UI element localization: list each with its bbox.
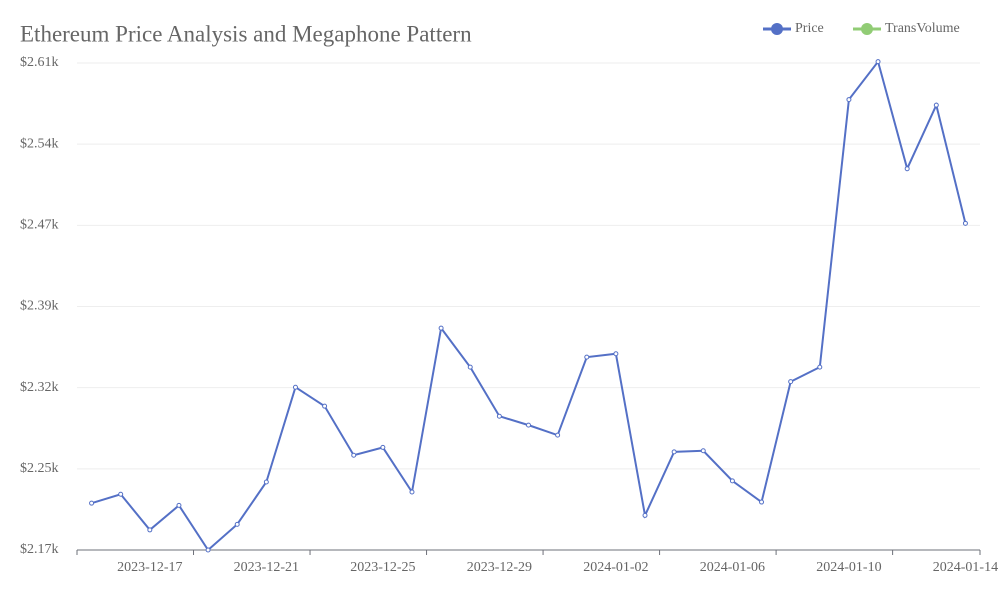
y-tick-label: $2.47k bbox=[20, 218, 59, 233]
price-line bbox=[91, 59, 967, 552]
legend-label: Price bbox=[795, 21, 824, 36]
data-point bbox=[671, 449, 677, 455]
data-point bbox=[788, 379, 794, 385]
data-point bbox=[263, 479, 269, 485]
data-point bbox=[759, 499, 765, 505]
legend-marker bbox=[861, 23, 873, 35]
data-point bbox=[584, 354, 590, 360]
data-point bbox=[962, 220, 968, 226]
data-point bbox=[700, 448, 706, 454]
data-point bbox=[234, 521, 240, 527]
x-tick-label: 2023-12-29 bbox=[467, 560, 532, 575]
legend-marker bbox=[771, 23, 783, 35]
legend-label: TransVolume bbox=[885, 21, 960, 36]
data-point bbox=[322, 403, 328, 409]
data-point bbox=[526, 422, 531, 428]
data-point bbox=[89, 500, 95, 506]
data-point bbox=[351, 452, 357, 458]
x-tick-label: 2024-01-10 bbox=[816, 560, 881, 575]
data-point bbox=[147, 527, 153, 533]
y-tick-label: $2.54k bbox=[20, 136, 59, 151]
x-tick-label: 2024-01-14 bbox=[933, 560, 998, 575]
data-point bbox=[555, 432, 561, 438]
data-point bbox=[205, 547, 211, 553]
chart-title: Ethereum Price Analysis and Megaphone Pa… bbox=[20, 21, 472, 46]
data-point bbox=[729, 478, 735, 484]
x-tick-label: 2023-12-21 bbox=[234, 560, 299, 575]
data-point bbox=[409, 489, 415, 495]
data-point bbox=[904, 166, 910, 172]
data-point bbox=[496, 413, 502, 419]
y-tick-label: $2.32k bbox=[20, 380, 59, 395]
data-point bbox=[467, 364, 473, 370]
y-tick-label: $2.61k bbox=[20, 55, 59, 70]
x-tick-label: 2024-01-02 bbox=[583, 560, 648, 575]
data-point bbox=[933, 102, 939, 108]
data-point bbox=[176, 502, 182, 508]
data-point bbox=[118, 491, 124, 497]
data-point bbox=[817, 364, 823, 370]
x-tick-label: 2023-12-17 bbox=[117, 560, 182, 575]
data-point bbox=[613, 351, 619, 357]
y-tick-label: $2.39k bbox=[20, 299, 59, 314]
data-point bbox=[875, 59, 881, 65]
y-tick-label: $2.25k bbox=[20, 461, 59, 476]
x-tick-label: 2024-01-06 bbox=[700, 560, 765, 575]
y-tick-label: $2.17k bbox=[20, 542, 59, 557]
data-point bbox=[642, 512, 648, 518]
data-point bbox=[846, 97, 852, 103]
x-tick-label: 2023-12-25 bbox=[350, 560, 415, 575]
data-point bbox=[292, 384, 298, 390]
data-point bbox=[438, 325, 444, 331]
data-point bbox=[380, 444, 386, 450]
